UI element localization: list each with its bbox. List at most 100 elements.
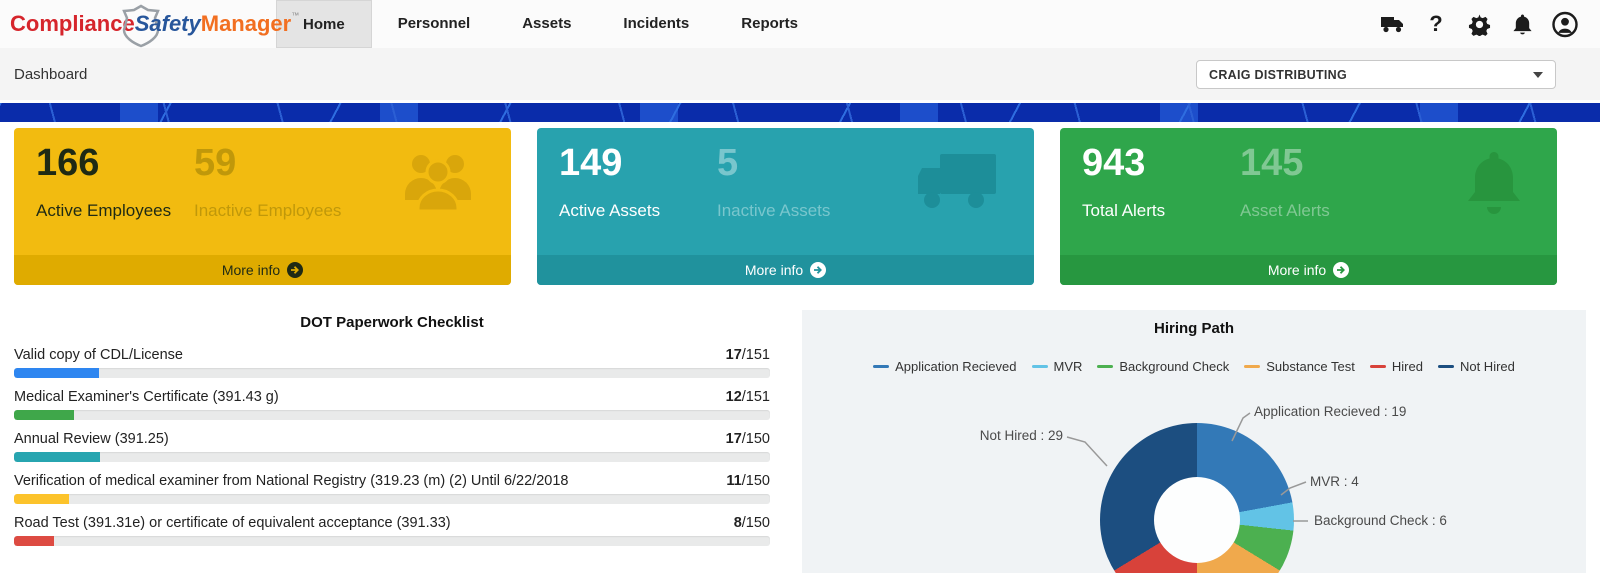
logo-manager: Manager bbox=[200, 11, 292, 36]
donut-hole bbox=[1154, 477, 1240, 563]
chart-title: Hiring Path bbox=[1153, 320, 1234, 337]
legend-item-substance-test[interactable]: Substance Test bbox=[1244, 359, 1355, 374]
truck-icon[interactable] bbox=[1380, 11, 1406, 37]
legend-item-application-recieved[interactable]: Application Recieved bbox=[873, 359, 1017, 374]
progress-bar-fill bbox=[14, 410, 75, 420]
chart-callout-label: Background Check : 6 bbox=[1314, 513, 1447, 528]
legend-swatch bbox=[1437, 365, 1454, 368]
bell-icon[interactable] bbox=[1509, 11, 1535, 37]
checklist-item-count: 17/151 bbox=[725, 347, 770, 363]
nav-tab-assets[interactable]: Assets bbox=[522, 15, 572, 32]
legend-swatch bbox=[1031, 365, 1048, 368]
company-selector[interactable]: CRAIG DISTRIBUTING bbox=[1196, 60, 1556, 89]
chart-callout-label: Application Recieved : 19 bbox=[1254, 404, 1407, 419]
gear-icon[interactable] bbox=[1466, 11, 1492, 37]
decorative-banner bbox=[0, 103, 1600, 122]
secondary-label: Asset Alerts bbox=[1240, 201, 1330, 220]
dot-paperwork-checklist: DOT Paperwork Checklist Valid copy of CD… bbox=[14, 308, 770, 557]
more-info-button[interactable]: More info bbox=[14, 255, 511, 285]
help-icon[interactable]: ? bbox=[1429, 11, 1443, 36]
account-icon[interactable] bbox=[1552, 11, 1578, 37]
primary-label: Active Employees bbox=[36, 201, 172, 220]
bell-icon bbox=[1465, 150, 1523, 221]
hiring-path-panel: Hiring Path Application Recieved MVR Backg… bbox=[802, 310, 1586, 573]
legend-label: Not Hired bbox=[1459, 359, 1515, 374]
arrow-circle-right-icon bbox=[810, 262, 827, 278]
nav-tab-incidents[interactable]: Incidents bbox=[623, 15, 690, 32]
chart-callout-label: Not Hired : 29 bbox=[979, 428, 1063, 443]
logo-compliance: Compliance bbox=[10, 11, 135, 36]
shield-icon bbox=[122, 4, 160, 48]
checklist-item-label: Valid copy of CDL/License bbox=[14, 347, 183, 363]
checklist-title: DOT Paperwork Checklist bbox=[300, 314, 484, 331]
checklist-item-label: Medical Examiner's Certificate (391.43 g… bbox=[14, 389, 279, 405]
company-selector-value: CRAIG DISTRIBUTING bbox=[1209, 67, 1348, 82]
chart-legend: Application Recieved MVR Background Check S… bbox=[802, 359, 1586, 374]
primary-value: 149 bbox=[559, 142, 623, 184]
secondary-value: 59 bbox=[194, 142, 237, 184]
progress-bar bbox=[14, 494, 770, 504]
more-info-button[interactable]: More info bbox=[1060, 255, 1557, 285]
legend-label: MVR bbox=[1053, 359, 1083, 374]
legend-swatch bbox=[1369, 365, 1386, 368]
nav-tab-personnel[interactable]: Personnel bbox=[397, 15, 471, 32]
sub-bar: Dashboard CRAIG DISTRIBUTING bbox=[0, 48, 1600, 100]
hiring-path-donut-chart[interactable] bbox=[1100, 423, 1294, 573]
checklist-item-count: 12/151 bbox=[725, 389, 770, 405]
stat-card-active-employees: 166 59 Active Employees Inactive Employees M… bbox=[14, 128, 511, 285]
more-info-label: More info bbox=[1267, 262, 1327, 278]
nav-tab-home[interactable]: Home bbox=[276, 0, 372, 48]
legend-label: Substance Test bbox=[1266, 359, 1355, 374]
progress-bar-fill bbox=[14, 536, 55, 546]
legend-label: Application Recieved bbox=[895, 359, 1017, 374]
app-bar-icons: ? bbox=[1380, 11, 1578, 37]
primary-label: Total Alerts bbox=[1082, 201, 1166, 220]
secondary-label: Inactive Assets bbox=[717, 201, 831, 220]
legend-item-not-hired[interactable]: Not Hired bbox=[1437, 359, 1515, 374]
logo-trademark: ™ bbox=[291, 11, 300, 20]
legend-swatch bbox=[1097, 365, 1114, 368]
truck-icon bbox=[914, 150, 1000, 217]
stats-cards: 166 59 Active Employees Inactive Employees M… bbox=[14, 128, 1557, 285]
progress-bar bbox=[14, 452, 770, 462]
stat-card-total-alerts: 943 145 Total Alerts Asset Alerts More info bbox=[1060, 128, 1557, 285]
checklist-item: Medical Examiner's Certificate (391.43 g… bbox=[14, 389, 770, 420]
more-info-button[interactable]: More info bbox=[537, 255, 1034, 285]
legend-item-background-check[interactable]: Background Check bbox=[1097, 359, 1229, 374]
legend-label: Background Check bbox=[1119, 359, 1230, 374]
checklist-item-label: Road Test (391.31e) or certificate of eq… bbox=[14, 515, 451, 531]
progress-bar bbox=[14, 536, 770, 546]
checklist-item: Annual Review (391.25) 17/150 bbox=[14, 431, 770, 462]
employees-group-icon bbox=[399, 150, 477, 217]
primary-value: 166 bbox=[36, 142, 100, 184]
nav-tab-reports[interactable]: Reports bbox=[741, 15, 798, 32]
stat-card-active-assets: 149 5 Active Assets Inactive Assets More inf… bbox=[537, 128, 1034, 285]
breadcrumb: Dashboard bbox=[14, 65, 88, 83]
progress-bar-fill bbox=[14, 368, 100, 378]
arrow-circle-right-icon bbox=[287, 262, 304, 278]
checklist-item-label: Annual Review (391.25) bbox=[14, 431, 169, 447]
checklist-item-count: 11/150 bbox=[726, 473, 770, 489]
legend-item-mvr[interactable]: MVR bbox=[1031, 359, 1083, 374]
arrow-circle-right-icon bbox=[1333, 262, 1350, 278]
secondary-value: 5 bbox=[717, 142, 739, 184]
checklist-item-count: 8/150 bbox=[733, 515, 770, 531]
checklist-item-label: Verification of medical examiner from Na… bbox=[14, 473, 569, 489]
legend-swatch bbox=[873, 365, 890, 368]
progress-bar bbox=[14, 368, 770, 378]
logo-safety: Safety bbox=[134, 11, 201, 36]
primary-label: Active Assets bbox=[559, 201, 661, 220]
app-bar: ComplianceSafetyManager™ Home Personnel As… bbox=[0, 0, 1600, 48]
checklist-item: Verification of medical examiner from Na… bbox=[14, 473, 770, 504]
legend-label: Hired bbox=[1391, 359, 1423, 374]
chevron-down-icon bbox=[1533, 71, 1543, 78]
legend-swatch bbox=[1244, 365, 1261, 368]
app-logo: ComplianceSafetyManager™ bbox=[10, 4, 299, 48]
more-info-label: More info bbox=[221, 262, 281, 278]
legend-item-hired[interactable]: Hired bbox=[1369, 359, 1423, 374]
primary-value: 943 bbox=[1082, 142, 1146, 184]
secondary-value: 145 bbox=[1240, 142, 1304, 184]
progress-bar-fill bbox=[14, 494, 70, 504]
progress-bar bbox=[14, 410, 770, 420]
